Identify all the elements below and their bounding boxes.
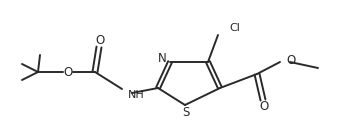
Text: O: O xyxy=(286,55,295,68)
Text: O: O xyxy=(95,34,104,46)
Text: O: O xyxy=(63,66,73,79)
Text: Cl: Cl xyxy=(229,23,240,33)
Text: S: S xyxy=(182,107,190,120)
Text: NH: NH xyxy=(128,90,145,100)
Text: O: O xyxy=(260,100,268,113)
Text: N: N xyxy=(158,53,166,66)
